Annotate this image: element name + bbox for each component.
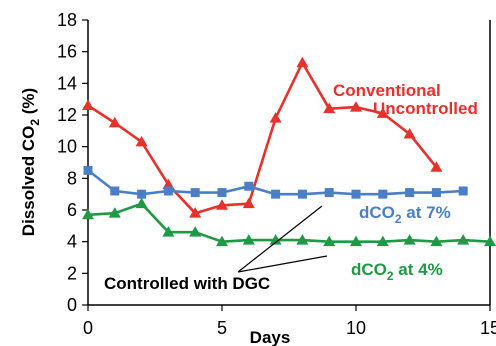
series-line-0 (87, 61, 438, 215)
data-point-triangle (376, 107, 389, 118)
data-point-triangle (189, 226, 202, 237)
y-tick-label: 8 (67, 168, 77, 188)
annotation-uncontrolled: Uncontrolled (373, 99, 478, 118)
y-tick-label: 0 (67, 295, 77, 315)
data-point-triangle (108, 116, 121, 128)
data-point-square (217, 188, 227, 198)
series-layer (82, 56, 496, 247)
y-tick-label: 10 (57, 137, 77, 157)
annotation-dco2-7-subscript: 2 (395, 212, 402, 226)
x-tick-label: 5 (217, 318, 227, 338)
data-point-square (137, 189, 147, 199)
data-point-triangle (242, 197, 255, 209)
data-point-square (378, 189, 388, 199)
annotation-dco2-7: dCO2 at 7% (359, 203, 451, 226)
data-point-square (83, 165, 93, 175)
data-point-square (324, 188, 334, 198)
data-point-triangle (350, 235, 362, 247)
series-line-2 (87, 202, 491, 243)
data-point-triangle (82, 99, 94, 110)
data-point-triangle (108, 207, 121, 218)
data-point-triangle (269, 234, 282, 245)
data-point-square (271, 189, 281, 199)
data-point-triangle (269, 112, 282, 123)
data-point-square (163, 186, 173, 196)
y-axis-title: Dissolved CO2 (%) (19, 88, 42, 236)
data-point-triangle (403, 234, 416, 245)
data-point-triangle (135, 135, 148, 147)
data-point-triangle (242, 234, 255, 245)
x-tick-label: 0 (83, 318, 93, 338)
data-point-triangle (323, 235, 336, 247)
data-point-triangle (296, 234, 309, 245)
data-point-triangle (162, 226, 175, 237)
y-axis-title-subscript: 2 (28, 119, 42, 126)
y-tick-label: 14 (57, 73, 77, 93)
x-tick-label: 10 (346, 318, 366, 338)
pointer-line-to-4 (237, 255, 328, 273)
data-point-square (297, 189, 307, 199)
data-point-triangle (403, 128, 416, 139)
y-tick-label: 6 (67, 200, 77, 220)
y-tick-label: 2 (67, 263, 77, 283)
data-point-triangle (296, 56, 309, 68)
data-point-triangle (376, 235, 389, 247)
y-tick-label: 18 (57, 10, 77, 30)
data-point-square (190, 188, 200, 198)
tick-group: 0 2 4 6 8 10 12 14 16 18 0 5 10 15 (57, 10, 496, 338)
data-point-square (458, 186, 468, 196)
data-point-triangle (216, 235, 228, 247)
x-axis-title: Days (250, 328, 291, 346)
data-point-triangle (82, 208, 94, 220)
data-point-triangle (430, 235, 443, 247)
y-tick-label: 4 (67, 232, 77, 252)
data-point-triangle (457, 234, 470, 245)
data-point-triangle (135, 197, 148, 209)
data-point-square (405, 188, 415, 198)
annotation-dco2-4: dCO2 at 4% (351, 260, 443, 283)
data-point-triangle (189, 207, 202, 218)
data-point-triangle (350, 101, 362, 112)
data-point-triangle (430, 161, 443, 172)
data-point-square (431, 188, 441, 198)
pointer-line-to-7 (237, 205, 323, 273)
x-tick-label: 15 (480, 318, 496, 338)
y-tick-label: 16 (57, 42, 77, 62)
data-point-square (244, 181, 254, 191)
data-point-triangle (484, 235, 496, 247)
data-point-triangle (323, 102, 336, 114)
annotation-controlled: Controlled with DGC (104, 274, 270, 293)
y-tick-label: 12 (57, 105, 77, 125)
annotation-dco2-4-subscript: 2 (387, 269, 394, 283)
data-point-square (110, 186, 120, 196)
annotation-conventional: Conventional (333, 81, 441, 100)
data-point-triangle (216, 199, 228, 210)
data-point-square (351, 189, 361, 199)
